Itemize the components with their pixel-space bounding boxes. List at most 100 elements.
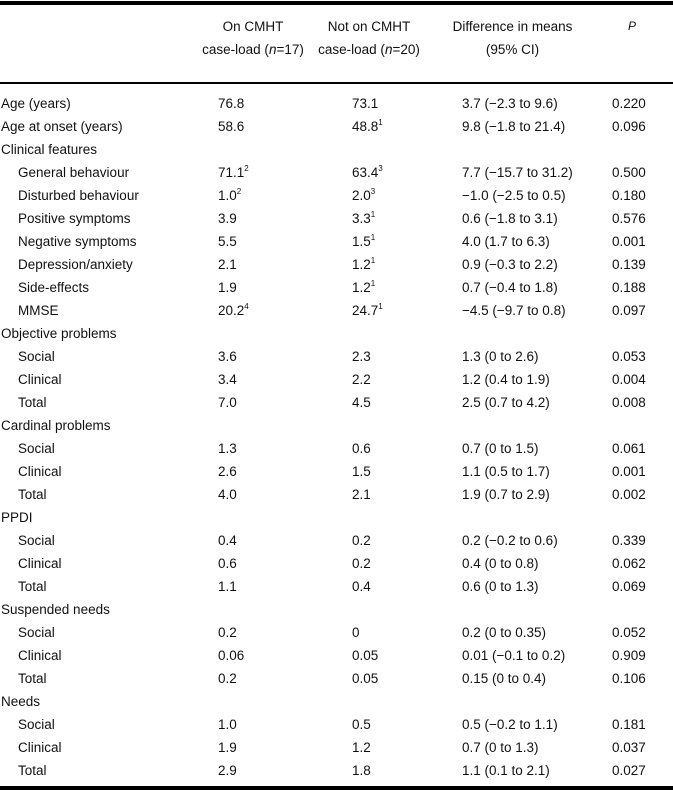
row-label: Social [18, 349, 55, 364]
cell-p-value: 0.008 [612, 395, 646, 410]
value: 0.2 [218, 625, 237, 640]
cell-difference: 0.7 (−0.4 to 1.8) [462, 280, 558, 295]
header-text: case-load ( [202, 42, 269, 57]
row-label: Age (years) [1, 96, 71, 111]
header-difference: Difference in means (95% CI) [440, 15, 585, 61]
row-label: Age at onset (years) [1, 119, 123, 134]
table-row: Depression/anxiety 2.1 1.21 0.9 (−0.3 to 2.… [0, 253, 673, 276]
value: 1.3 [218, 441, 237, 456]
table-row: Disturbed behaviour 1.02 2.03 −1.0 (−2.5 to… [0, 184, 673, 207]
cell-difference: 7.7 (−15.7 to 31.2) [462, 165, 573, 180]
table-section-header: Cardinal problems [0, 414, 673, 437]
cell-on-cmht: 0.2 [218, 621, 237, 644]
cell-p-value: 0.027 [612, 763, 646, 778]
table-row: Side-effects 1.9 1.21 0.7 (−0.4 to 1.8) 0.18… [0, 276, 673, 299]
table-row: Social 0.4 0.2 0.2 (−0.2 to 0.6) 0.339 [0, 529, 673, 552]
cell-not-on-cmht: 63.43 [352, 161, 383, 184]
table-row: Clinical 3.4 2.2 1.2 (0.4 to 1.9) 0.004 [0, 368, 673, 391]
table-section-header: Needs [0, 690, 673, 713]
cell-on-cmht: 5.5 [218, 230, 237, 253]
cell-on-cmht: 0.2 [218, 667, 237, 690]
cell-difference: 0.7 (0 to 1.3) [462, 740, 539, 755]
top-rule [0, 1, 673, 5]
value: 0.2 [352, 556, 371, 571]
row-label: Total [18, 395, 47, 410]
header-n: n [268, 42, 277, 57]
row-label: MMSE [18, 303, 59, 318]
cell-on-cmht: 7.0 [218, 391, 237, 414]
row-label: Social [18, 533, 55, 548]
value: 0.4 [218, 533, 237, 548]
cell-not-on-cmht: 1.51 [352, 230, 375, 253]
cell-on-cmht: 0.4 [218, 529, 237, 552]
cell-difference: 1.3 (0 to 2.6) [462, 349, 539, 364]
row-label: Suspended needs [1, 602, 110, 617]
row-label: PPDI [1, 510, 33, 525]
cell-p-value: 0.180 [612, 188, 646, 203]
row-label: Objective problems [1, 326, 117, 341]
value: 2.1 [352, 487, 371, 502]
cell-on-cmht: 2.9 [218, 759, 237, 782]
value: 1.0 [218, 717, 237, 732]
cell-not-on-cmht: 73.1 [352, 92, 378, 115]
header-on-cmht: On CMHT case-load (n=17) [198, 15, 308, 61]
cell-not-on-cmht: 0.5 [352, 713, 371, 736]
cell-p-value: 0.097 [612, 303, 646, 318]
table-row: Age (years) 76.8 73.1 3.7 (−2.3 to 9.6) 0.22… [0, 92, 673, 115]
cell-difference: 1.1 (0.1 to 2.1) [462, 763, 550, 778]
table-row: Social 0.2 0 0.2 (0 to 0.35) 0.052 [0, 621, 673, 644]
cell-on-cmht: 2.6 [218, 460, 237, 483]
table-row: Positive symptoms 3.9 3.31 0.6 (−1.8 to 3.1… [0, 207, 673, 230]
cell-p-value: 0.181 [612, 717, 646, 732]
cell-p-value: 0.053 [612, 349, 646, 364]
value: 2.0 [352, 188, 371, 203]
row-label: Needs [1, 694, 41, 709]
value: 76.8 [218, 96, 245, 111]
cell-on-cmht: 58.6 [218, 115, 244, 138]
cell-not-on-cmht: 0.05 [352, 667, 378, 690]
cell-not-on-cmht: 0 [352, 621, 360, 644]
header-not-line2: case-load (n=20) [309, 38, 429, 61]
value: 3.3 [352, 211, 371, 226]
row-label: Positive symptoms [18, 211, 131, 226]
footnote-marker: 4 [244, 302, 249, 311]
header-n: n [384, 42, 393, 57]
value: 2.3 [352, 349, 371, 364]
value: 0.6 [352, 441, 371, 456]
table-row: Clinical 1.9 1.2 0.7 (0 to 1.3) 0.037 [0, 736, 673, 759]
value: 1.8 [352, 763, 371, 778]
cell-on-cmht: 1.9 [218, 276, 237, 299]
table-row: Total 0.2 0.05 0.15 (0 to 0.4) 0.106 [0, 667, 673, 690]
table-row: General behaviour 71.12 63.43 7.7 (−15.7 to… [0, 161, 673, 184]
value: 1.5 [352, 234, 371, 249]
cell-on-cmht: 0.06 [218, 644, 244, 667]
row-label: General behaviour [18, 165, 130, 180]
row-label: Negative symptoms [18, 234, 137, 249]
value: 2.2 [352, 372, 371, 387]
table-row: Total 1.1 0.4 0.6 (0 to 1.3) 0.069 [0, 575, 673, 598]
table-row: Clinical 2.6 1.5 1.1 (0.5 to 1.7) 0.001 [0, 460, 673, 483]
cell-p-value: 0.001 [612, 464, 646, 479]
row-label: Total [18, 579, 47, 594]
value: 2.6 [218, 464, 237, 479]
cell-difference: 1.9 (0.7 to 2.9) [462, 487, 550, 502]
value: 58.6 [218, 119, 245, 134]
table-section-header: Clinical features [0, 138, 673, 161]
value: 1.9 [218, 740, 237, 755]
value: 1.1 [218, 579, 237, 594]
value: 73.1 [352, 96, 379, 111]
footnote-marker: 2 [236, 187, 242, 196]
row-label: Total [18, 487, 47, 502]
cell-p-value: 0.004 [612, 372, 646, 387]
cell-on-cmht: 2.1 [218, 253, 237, 276]
row-label: Total [18, 763, 47, 778]
row-label: Cardinal problems [1, 418, 111, 433]
value: 1.9 [218, 280, 237, 295]
footnote-marker: 1 [370, 210, 376, 219]
row-label: Total [18, 671, 47, 686]
cell-difference: 0.6 (−1.8 to 3.1) [462, 211, 558, 226]
value: 0.4 [352, 579, 371, 594]
cell-p-value: 0.096 [612, 119, 646, 134]
footnote-marker: 1 [370, 233, 376, 242]
row-label: Clinical [18, 372, 62, 387]
